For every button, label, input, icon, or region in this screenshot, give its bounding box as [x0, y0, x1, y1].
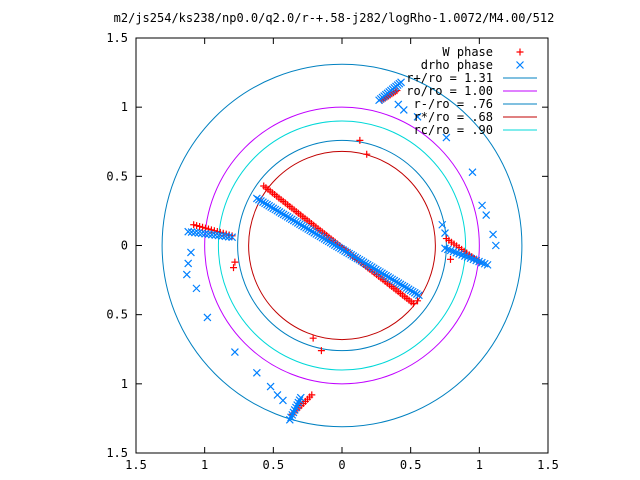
- y-tick-label: 1.5: [106, 446, 128, 460]
- legend-marker: [516, 48, 524, 56]
- x-tick-label: 0.5: [262, 458, 284, 472]
- x-tick-label: 0.5: [400, 458, 422, 472]
- data-point: [187, 248, 195, 257]
- data-point: [409, 300, 417, 308]
- reference-circle: [204, 106, 480, 385]
- legend-label: r*/ro = .68: [414, 110, 493, 124]
- data-point: [294, 398, 303, 407]
- data-point: [196, 222, 204, 230]
- legend-label: ro/ro = 1.00: [406, 84, 493, 98]
- data-point: [413, 112, 422, 121]
- data-point: [201, 229, 210, 238]
- data-point: [193, 222, 201, 230]
- data-point: [296, 393, 305, 402]
- reference-circle: [248, 150, 436, 341]
- data-point: [291, 403, 300, 412]
- reference-circles: [161, 63, 523, 428]
- data-point: [289, 408, 298, 417]
- legend-label: r+/ro = 1.31: [406, 71, 493, 85]
- data-point: [210, 227, 218, 235]
- data-point: [482, 211, 491, 219]
- legend-label: drho phase: [421, 58, 493, 72]
- data-point: [399, 106, 408, 114]
- chart-title: m2/js254/ks238/np0.0/q2.0/r-+.58-j282/lo…: [114, 11, 555, 25]
- data-point: [192, 284, 201, 293]
- x-tick-label: 0: [338, 458, 345, 472]
- data-point: [266, 382, 275, 391]
- data-point: [308, 391, 316, 399]
- x-tick-label: 1: [476, 458, 483, 472]
- legend-label: rc/ro = .90: [414, 123, 493, 137]
- data-point: [207, 226, 215, 234]
- data-point: [489, 230, 497, 239]
- data-point: [468, 168, 477, 177]
- data-point: [441, 229, 449, 237]
- data-point: [252, 368, 261, 377]
- data-point: [199, 223, 207, 231]
- data-point: [397, 78, 405, 87]
- data-point: [293, 401, 302, 409]
- data-point: [214, 231, 223, 240]
- data-point: [182, 270, 191, 279]
- reference-circle: [237, 139, 447, 352]
- data-point: [478, 201, 487, 210]
- data-point: [295, 396, 304, 405]
- x-tick-label: 1: [201, 458, 208, 472]
- data-point: [230, 264, 238, 272]
- y-tick-label: 0.5: [106, 308, 128, 322]
- y-tick-label: 1.5: [106, 31, 128, 45]
- data-point: [207, 230, 216, 239]
- y-tick-label: 1: [121, 100, 128, 114]
- data-point: [491, 241, 500, 250]
- data-point: [211, 231, 220, 239]
- data-point: [184, 227, 193, 236]
- data-point: [203, 313, 212, 322]
- reference-circle: [217, 120, 467, 371]
- axes: 1.5 1 0.5 0 0.5 1 1.51.510.500.511.5: [106, 31, 559, 472]
- data-point: [317, 347, 325, 355]
- reference-circle: [161, 63, 523, 428]
- data-point: [228, 233, 237, 242]
- data-point: [290, 406, 299, 414]
- legend-label: r-/ro = .76: [414, 97, 493, 111]
- data-point: [309, 334, 317, 342]
- data-point: [221, 232, 230, 241]
- data-point: [187, 228, 196, 237]
- legend-label: W phase: [442, 45, 493, 59]
- data-point: [197, 229, 206, 238]
- data-point: [194, 229, 203, 237]
- legend-marker: [516, 61, 524, 69]
- y-tick-label: 0: [121, 239, 128, 253]
- data-point: [442, 133, 451, 142]
- data-point: [356, 136, 364, 144]
- y-tick-label: 1: [121, 377, 128, 391]
- data-point: [446, 255, 454, 263]
- data-point: [279, 396, 287, 405]
- data-point: [231, 258, 239, 266]
- data-point: [224, 232, 233, 241]
- data-point: [204, 230, 213, 239]
- x-tick-label: 1.5: [537, 458, 559, 472]
- y-tick-label: 0.5: [106, 169, 128, 183]
- data-point: [414, 297, 422, 305]
- data-point: [230, 348, 239, 356]
- data-point: [285, 415, 294, 424]
- data-point: [287, 413, 295, 422]
- drho-phase-series: [182, 78, 500, 424]
- data-point: [288, 410, 297, 419]
- data-point: [184, 259, 193, 268]
- data-point: [483, 260, 492, 269]
- data-point: [191, 228, 199, 237]
- data-point: [414, 291, 423, 300]
- data-point: [218, 231, 226, 240]
- data-point: [438, 220, 447, 229]
- x-tick-label: 1.5: [125, 458, 147, 472]
- data-point: [190, 221, 198, 229]
- data-points: [182, 78, 500, 424]
- data-point: [363, 150, 371, 158]
